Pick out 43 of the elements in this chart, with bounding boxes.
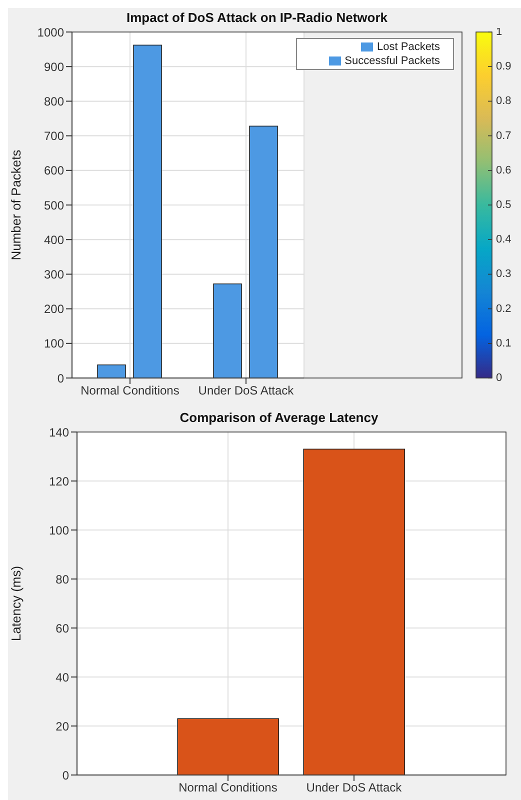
- y-tick-label: 200: [44, 302, 64, 316]
- color-bar-label: 0.5: [496, 199, 512, 211]
- y-tick-label: 800: [44, 94, 64, 108]
- color-bar-label: 0.8: [496, 95, 512, 108]
- y-tick-label: 500: [44, 198, 64, 212]
- y-tick-label: 1000: [37, 25, 64, 40]
- y-tick-label: 80: [56, 572, 70, 586]
- y-tick-label: 400: [44, 232, 64, 247]
- y-tick-label: 0: [62, 768, 70, 782]
- color-bar-label: 0.6: [496, 164, 512, 176]
- y-tick-label: 700: [44, 129, 64, 144]
- y-tick-label: 100: [44, 336, 64, 351]
- chart-title: Comparison of Average Latency: [180, 410, 378, 425]
- x-tick-label: Under DoS Attack: [198, 384, 295, 398]
- y-tick-label: 120: [48, 474, 70, 488]
- y-tick-label: 900: [44, 60, 64, 74]
- bar: [249, 126, 278, 378]
- x-tick-label: Normal Conditions: [80, 384, 180, 398]
- legend-label: Successful Packets: [344, 55, 440, 67]
- y-tick-label: 40: [56, 670, 70, 684]
- y-tick-label: 0: [57, 371, 64, 386]
- color-bar-label: 0.9: [496, 60, 512, 73]
- color-bar-label: 0: [496, 372, 502, 384]
- x-tick-label: Normal Conditions: [178, 780, 278, 795]
- color-bar-label: 0.4: [496, 234, 512, 246]
- bar: [133, 44, 162, 378]
- x-tick-label: Under DoS Attack: [306, 780, 403, 795]
- y-axis-title: Latency (ms): [8, 566, 24, 642]
- y-tick-label: 20: [56, 719, 70, 734]
- bar: [97, 364, 126, 378]
- y-tick-label: 300: [44, 267, 64, 282]
- legend-label: Lost Packets: [377, 41, 440, 53]
- y-axis-title: Number of Packets: [8, 149, 24, 260]
- color-bar-label: 0.3: [496, 268, 512, 280]
- color-bar-label: 0.7: [496, 130, 512, 142]
- chart-title: Impact of DoS Attack on IP-Radio Network: [126, 10, 388, 25]
- y-tick-label: 60: [56, 621, 70, 636]
- y-tick-label: 100: [48, 523, 70, 538]
- y-tick-label: 140: [48, 425, 70, 440]
- bar: [213, 283, 242, 378]
- y-tick-label: 600: [44, 164, 64, 178]
- color-bar-label: 0.1: [496, 337, 512, 350]
- color-bar-label: 0.2: [496, 302, 512, 315]
